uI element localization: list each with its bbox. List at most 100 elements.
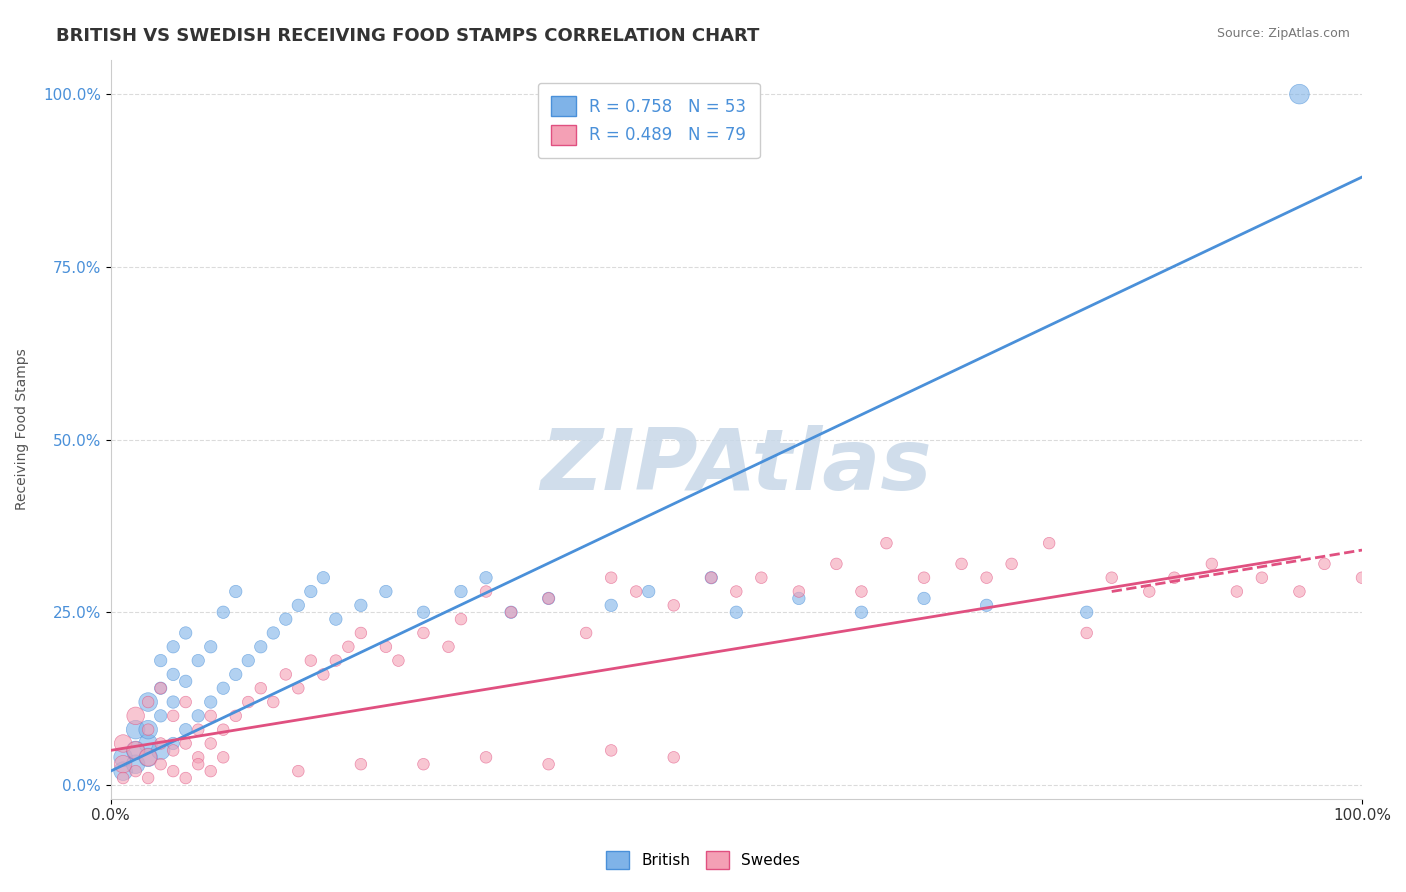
Point	[162, 743, 184, 757]
Point	[1101, 571, 1123, 585]
Point	[412, 626, 434, 640]
Point	[912, 571, 935, 585]
Point	[450, 612, 472, 626]
Point	[299, 654, 322, 668]
Legend: R = 0.758   N = 53, R = 0.489   N = 79: R = 0.758 N = 53, R = 0.489 N = 79	[537, 83, 759, 159]
Point	[149, 737, 172, 751]
Point	[262, 695, 284, 709]
Point	[136, 695, 159, 709]
Point	[136, 750, 159, 764]
Point	[600, 743, 623, 757]
Point	[1288, 87, 1310, 102]
Point	[162, 764, 184, 778]
Point	[350, 757, 373, 772]
Point	[374, 640, 396, 654]
Point	[200, 640, 222, 654]
Point	[149, 757, 172, 772]
Point	[200, 737, 222, 751]
Point	[112, 757, 135, 772]
Point	[662, 599, 685, 613]
Point	[149, 681, 172, 696]
Point	[200, 695, 222, 709]
Point	[1351, 571, 1374, 585]
Point	[825, 557, 848, 571]
Point	[136, 695, 159, 709]
Point	[136, 750, 159, 764]
Point	[162, 737, 184, 751]
Text: ZIPAtlas: ZIPAtlas	[540, 425, 932, 508]
Point	[136, 737, 159, 751]
Point	[600, 599, 623, 613]
Point	[624, 584, 647, 599]
Point	[262, 626, 284, 640]
Point	[174, 674, 197, 689]
Point	[174, 626, 197, 640]
Point	[312, 571, 335, 585]
Point	[700, 571, 723, 585]
Point	[337, 640, 360, 654]
Point	[437, 640, 460, 654]
Point	[662, 750, 685, 764]
Point	[174, 723, 197, 737]
Point	[475, 571, 498, 585]
Point	[124, 764, 146, 778]
Point	[136, 771, 159, 785]
Point	[637, 584, 659, 599]
Point	[112, 750, 135, 764]
Y-axis label: Receiving Food Stamps: Receiving Food Stamps	[15, 348, 30, 510]
Point	[787, 591, 810, 606]
Point	[412, 605, 434, 619]
Text: BRITISH VS SWEDISH RECEIVING FOOD STAMPS CORRELATION CHART: BRITISH VS SWEDISH RECEIVING FOOD STAMPS…	[56, 27, 759, 45]
Text: Source: ZipAtlas.com: Source: ZipAtlas.com	[1216, 27, 1350, 40]
Point	[212, 681, 235, 696]
Point	[149, 654, 172, 668]
Point	[312, 667, 335, 681]
Point	[124, 743, 146, 757]
Point	[287, 764, 309, 778]
Point	[725, 584, 748, 599]
Point	[1038, 536, 1060, 550]
Point	[174, 737, 197, 751]
Point	[149, 709, 172, 723]
Point	[124, 757, 146, 772]
Point	[350, 626, 373, 640]
Point	[976, 571, 998, 585]
Point	[187, 723, 209, 737]
Point	[1226, 584, 1249, 599]
Point	[162, 695, 184, 709]
Point	[475, 584, 498, 599]
Point	[412, 757, 434, 772]
Point	[387, 654, 409, 668]
Point	[1163, 571, 1185, 585]
Point	[187, 750, 209, 764]
Point	[124, 723, 146, 737]
Point	[1201, 557, 1223, 571]
Point	[124, 709, 146, 723]
Point	[976, 599, 998, 613]
Point	[299, 584, 322, 599]
Point	[575, 626, 598, 640]
Point	[212, 750, 235, 764]
Point	[200, 709, 222, 723]
Point	[225, 667, 247, 681]
Point	[162, 709, 184, 723]
Point	[212, 605, 235, 619]
Point	[1288, 584, 1310, 599]
Point	[136, 723, 159, 737]
Point	[225, 584, 247, 599]
Point	[851, 605, 873, 619]
Point	[174, 695, 197, 709]
Point	[700, 571, 723, 585]
Point	[174, 771, 197, 785]
Point	[274, 612, 297, 626]
Point	[950, 557, 973, 571]
Point	[112, 737, 135, 751]
Point	[287, 681, 309, 696]
Point	[1251, 571, 1274, 585]
Point	[124, 743, 146, 757]
Point	[287, 599, 309, 613]
Point	[749, 571, 772, 585]
Point	[187, 709, 209, 723]
Point	[475, 750, 498, 764]
Point	[787, 584, 810, 599]
